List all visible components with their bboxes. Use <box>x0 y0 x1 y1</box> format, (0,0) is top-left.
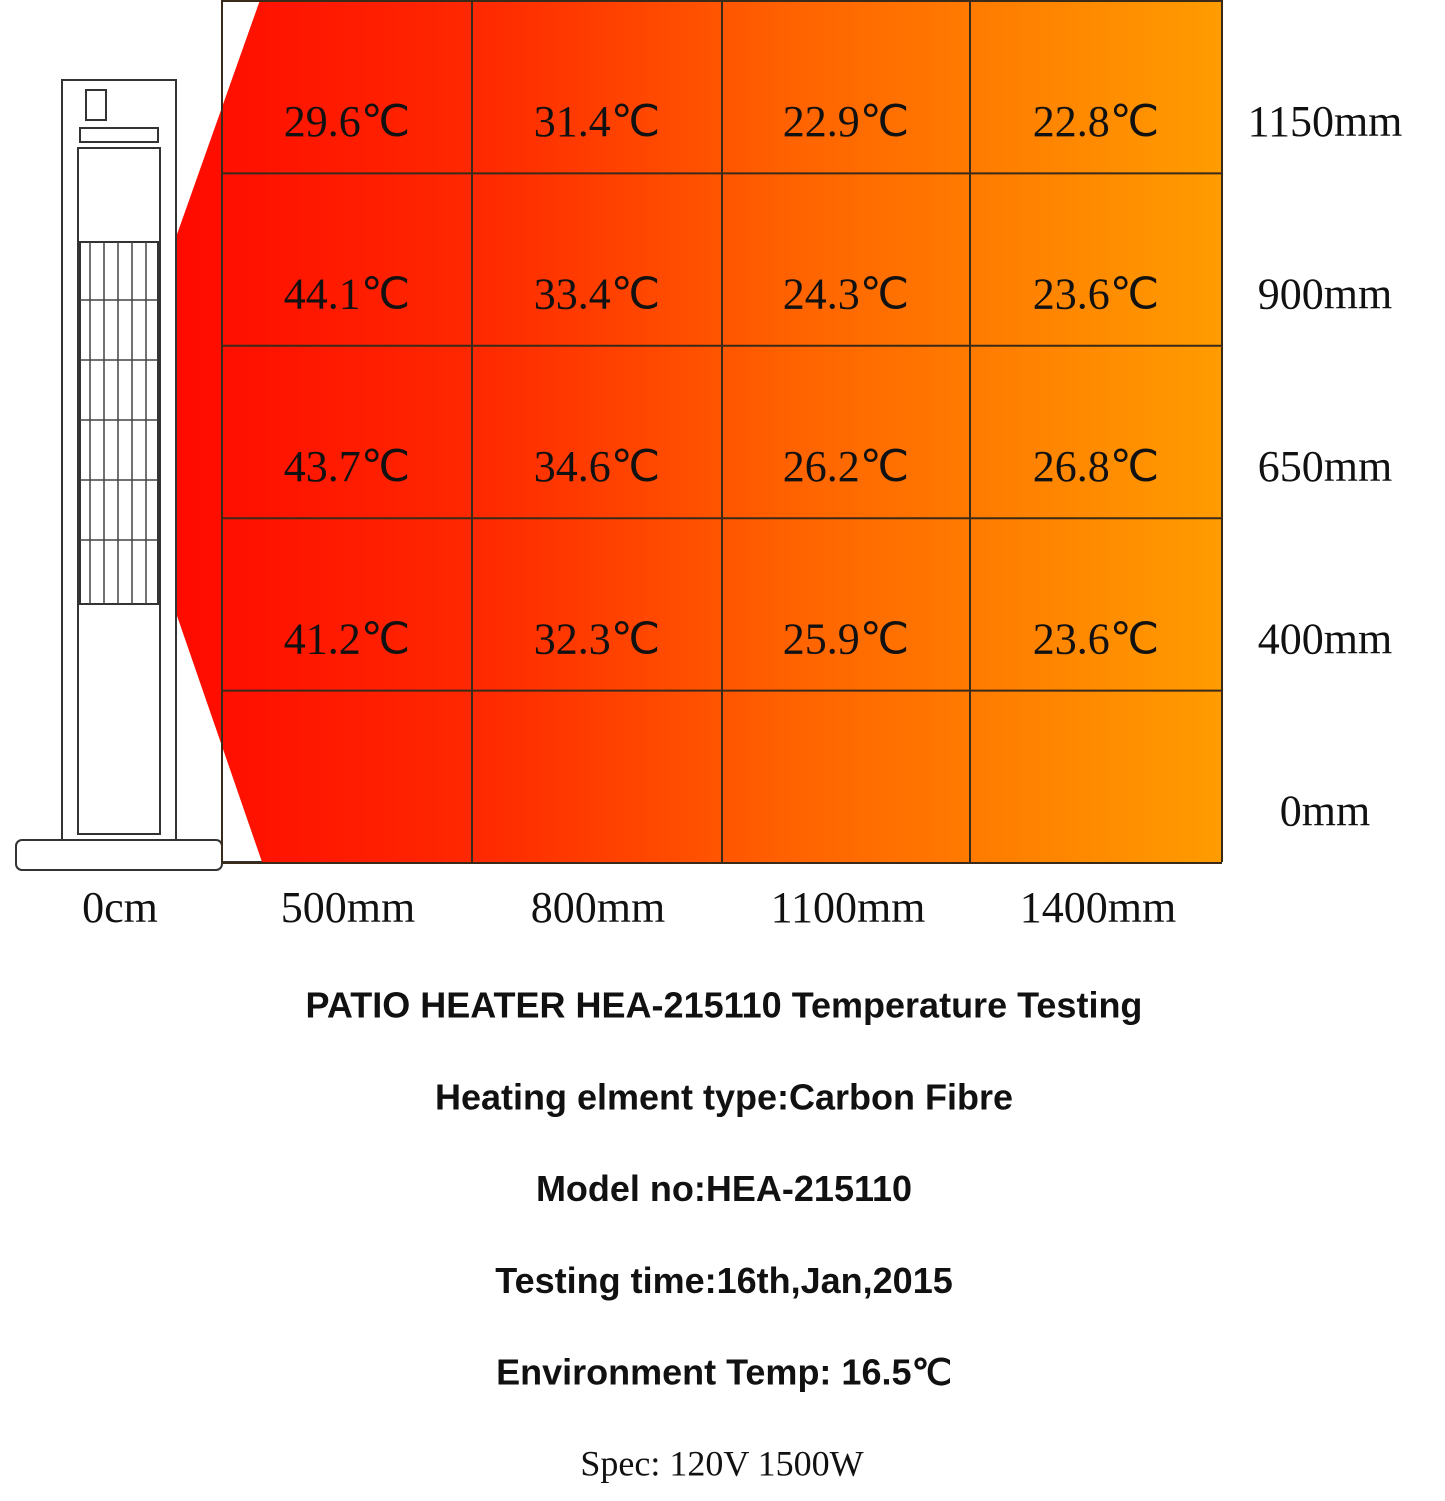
temperature: 44.1℃ <box>284 269 410 318</box>
temperature: 26.2℃ <box>783 442 909 491</box>
heat-zone <box>175 0 1222 862</box>
temperature: 23.6℃ <box>1033 614 1159 663</box>
detail-line: Heating elment type:Carbon Fibre <box>435 1077 1013 1118</box>
temperature: 29.6℃ <box>284 97 410 146</box>
heater-vent <box>79 127 159 143</box>
cells: 29.6℃ 31.4℃ 22.9℃ 22.8℃ 44.1℃ 33.4℃ 24.3℃ 23.6℃… <box>82 97 1402 932</box>
temperature: 25.9℃ <box>783 614 909 663</box>
detail-line: Testing time:16th,Jan,2015 <box>495 1260 953 1301</box>
title: PATIO HEATER HEA-215110 Temperature Test… <box>306 985 1143 1026</box>
distance-label: 800mm <box>531 883 665 932</box>
heater-switch <box>85 89 107 121</box>
distance-label: 1400mm <box>1020 883 1176 932</box>
temperature: 26.8℃ <box>1033 442 1159 491</box>
heater-element <box>79 241 159 605</box>
temperature: 22.9℃ <box>783 97 909 146</box>
heater-grill <box>80 242 158 604</box>
heater-base <box>15 839 223 871</box>
height-label: 650mm <box>1258 442 1392 491</box>
heater <box>15 79 262 871</box>
temperature: 41.2℃ <box>284 614 410 663</box>
height-label: 400mm <box>1258 614 1392 663</box>
spec: Spec: 120V 1500W <box>580 1443 863 1483</box>
temperature: 33.4℃ <box>534 269 660 318</box>
grid <box>221 0 1223 864</box>
details: Heating elment type:Carbon Fibre Model no… <box>435 1077 1013 1393</box>
temperature: 22.8℃ <box>1033 97 1159 146</box>
distance-label: 1100mm <box>771 883 926 932</box>
distance-label: 500mm <box>281 883 415 932</box>
height-label: 1150mm <box>1248 97 1403 146</box>
temperature: 23.6℃ <box>1033 269 1159 318</box>
distance-label: 0cm <box>82 883 158 932</box>
temperature: 24.3℃ <box>783 269 909 318</box>
temperature: 34.6℃ <box>534 442 660 491</box>
detail-line: Environment Temp: 16.5℃ <box>496 1352 952 1393</box>
temperature: 31.4℃ <box>534 97 660 146</box>
temperature: 43.7℃ <box>284 442 410 491</box>
temperature: 32.3℃ <box>534 614 660 663</box>
height-label: 0mm <box>1280 787 1370 836</box>
detail-line: Model no:HEA-215110 <box>536 1168 912 1209</box>
height-label: 900mm <box>1258 269 1392 318</box>
